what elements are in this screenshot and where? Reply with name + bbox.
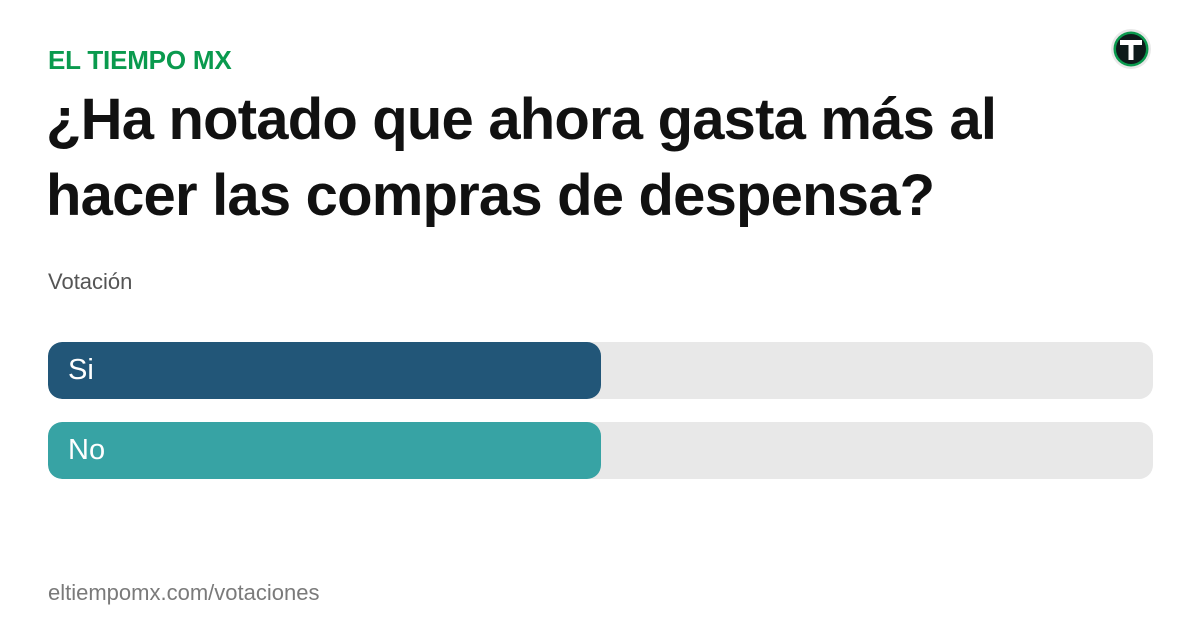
poll-option-label: Si <box>68 354 94 386</box>
poll-option-bar-fill <box>48 422 601 479</box>
poll-option-si[interactable]: Si <box>48 342 1153 399</box>
poll-type-label: Votación <box>48 269 133 294</box>
poll-question: ¿Ha notado que ahora gasta más al hacer … <box>46 87 997 228</box>
poll-option-label: No <box>68 434 106 466</box>
poll-option-no[interactable]: No <box>48 422 1153 479</box>
brand-name[interactable]: EL TIEMPO MX <box>48 45 232 75</box>
el-tiempo-t-logo-icon <box>1111 29 1151 69</box>
poll-option-bar-fill <box>48 342 601 399</box>
footer-url-link[interactable]: eltiempomx.com/votaciones <box>48 580 320 605</box>
logo-graphic <box>1113 31 1149 67</box>
poll-options: Si No <box>48 342 1153 502</box>
